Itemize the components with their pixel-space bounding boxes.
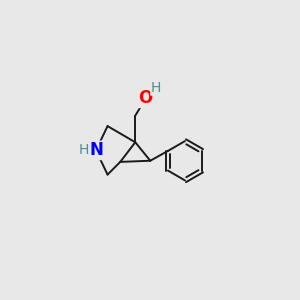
Text: H: H [151,81,161,95]
Text: N: N [89,141,103,159]
Text: H: H [79,143,89,157]
Text: O: O [139,89,153,107]
